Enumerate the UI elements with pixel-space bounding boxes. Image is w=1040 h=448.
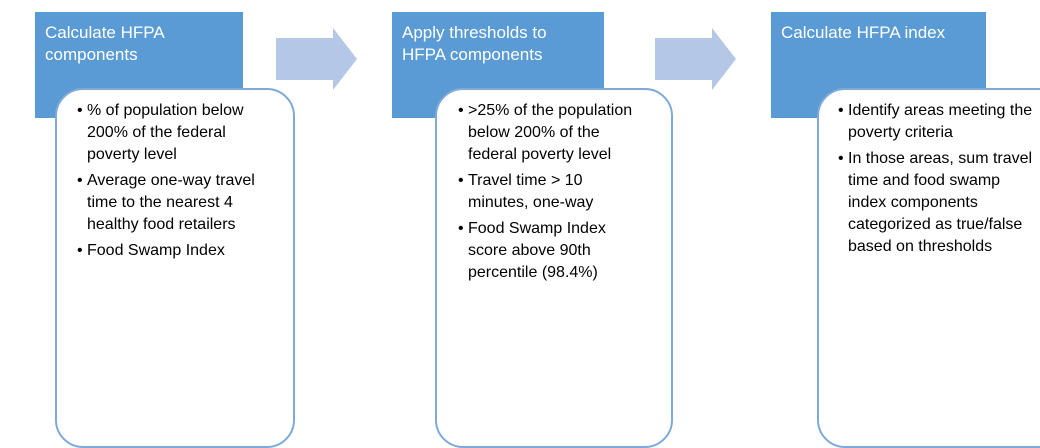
page: {"steps": [ {"title": "Calculate HFPA co…: [0, 0, 1040, 421]
step-item: Food Swamp Index score above 90th percen…: [458, 218, 643, 284]
step-item: Food Swamp Index: [77, 240, 282, 262]
step-item: Travel time > 10 minutes, one-way: [458, 170, 643, 214]
process-arrow: [655, 28, 736, 90]
step-title: Calculate HFPA index: [781, 23, 946, 42]
step-item: % of population below 200% of the federa…: [77, 100, 282, 166]
step-item: Identify areas meeting the poverty crite…: [838, 100, 1033, 144]
step-items: Identify areas meeting the poverty crite…: [838, 100, 1033, 262]
step-item: Average one-way travel time to the neare…: [77, 170, 282, 236]
step-item: In those areas, sum travel time and food…: [838, 148, 1033, 258]
arrows: [276, 28, 736, 90]
step-item: >25% of the population below 200% of the…: [458, 100, 643, 166]
step-title: Apply thresholds to HFPA components: [402, 23, 547, 64]
process-arrow: [276, 28, 357, 90]
step-title: Calculate HFPA components: [45, 23, 164, 64]
step-items: >25% of the population below 200% of the…: [458, 100, 643, 288]
step-items: % of population below 200% of the federa…: [77, 100, 282, 266]
